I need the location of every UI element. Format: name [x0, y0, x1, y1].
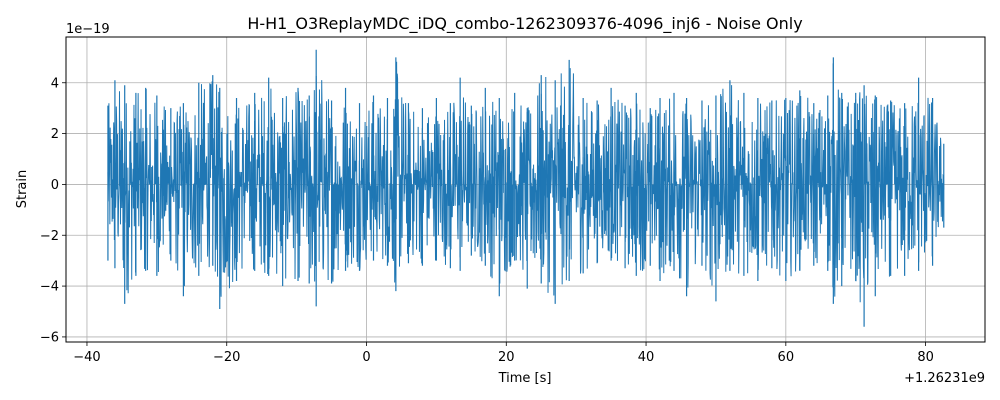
y-tick-label: −2 [40, 229, 59, 244]
y-tick-label: 0 [51, 178, 59, 193]
x-offset-label: +1.26231e9 [904, 371, 985, 386]
x-tick-label: −20 [213, 350, 240, 365]
y-tick-label: 4 [51, 76, 59, 91]
chart-title: H-H1_O3ReplayMDC_iDQ_combo-1262309376-40… [247, 14, 802, 34]
strain-series [107, 49, 945, 327]
y-tick-label: −6 [40, 330, 59, 345]
y-axis-ticks: −6 −4 −2 0 2 4 [40, 76, 66, 345]
axes-frame [65, 36, 986, 343]
x-tick-label: 60 [778, 350, 795, 365]
x-tick-label: 0 [362, 350, 370, 365]
y-tick-label: −4 [40, 280, 59, 295]
x-tick-label: −40 [73, 350, 100, 365]
x-axis-label: Time [s] [498, 371, 552, 386]
x-tick-label: 40 [638, 350, 655, 365]
x-tick-label: 80 [917, 350, 934, 365]
y-tick-label: 2 [51, 127, 59, 142]
y-scale-label: 1e−19 [66, 22, 110, 37]
y-axis-label: Strain [15, 170, 30, 209]
strain-line [107, 61, 945, 303]
x-tick-label: 20 [498, 350, 515, 365]
x-axis-ticks: −40 −20 0 20 40 60 80 [73, 342, 934, 365]
